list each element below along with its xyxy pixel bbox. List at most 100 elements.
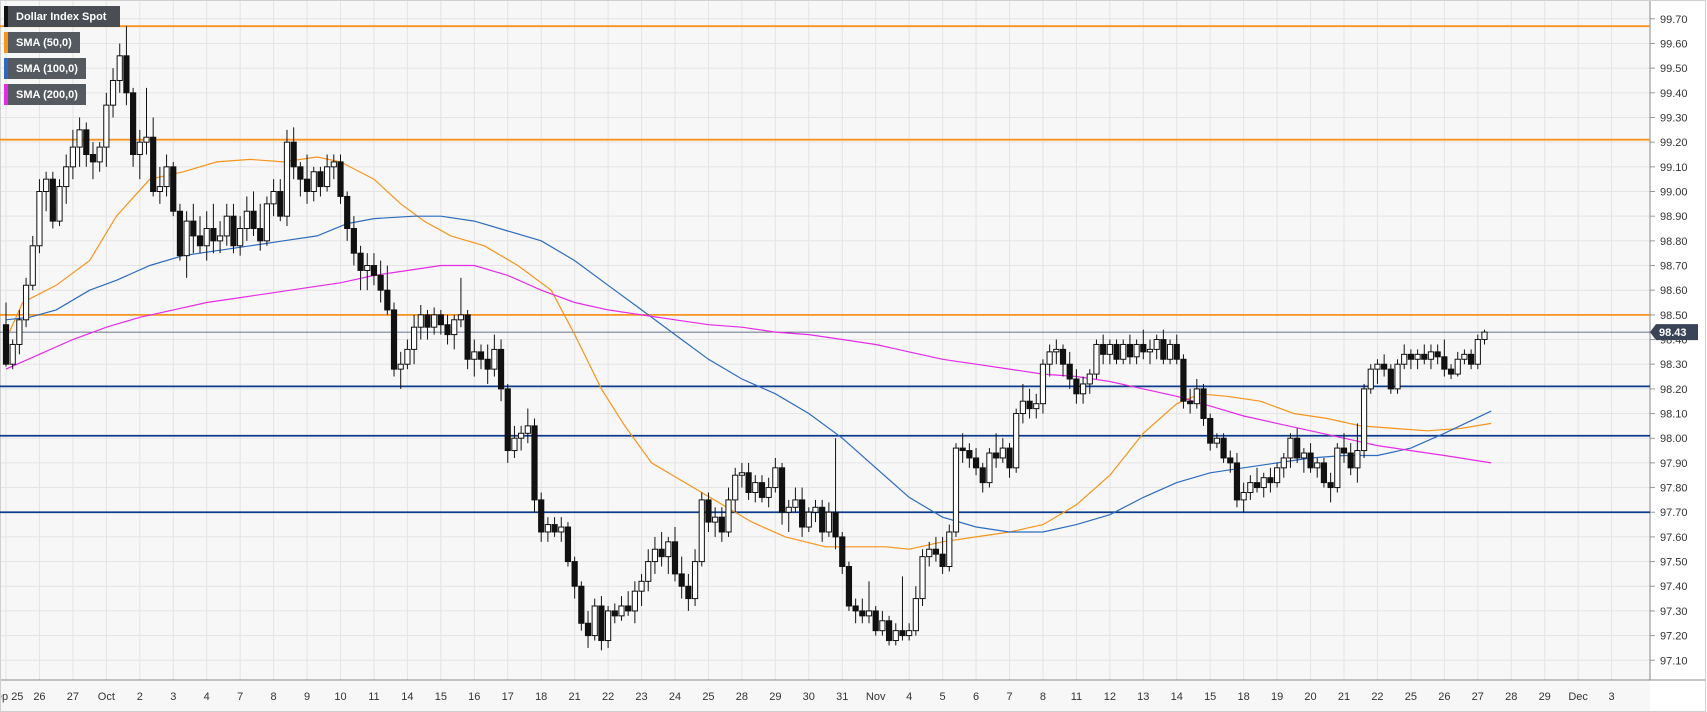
x-tick-label: 7 bbox=[237, 691, 243, 703]
candle-body-up bbox=[56, 186, 63, 222]
candle-body-down bbox=[390, 309, 398, 370]
candle bbox=[912, 586, 919, 636]
candle bbox=[1039, 359, 1047, 414]
candle-body-up bbox=[330, 161, 337, 168]
candle-body-down bbox=[477, 351, 485, 360]
candle bbox=[203, 211, 210, 261]
candle-body-down bbox=[571, 561, 578, 587]
candle bbox=[1434, 344, 1441, 365]
candle-body-up bbox=[76, 129, 83, 148]
candle-body-up bbox=[665, 541, 672, 558]
candle-body-down bbox=[384, 289, 391, 311]
x-tick-label: 2 bbox=[137, 691, 143, 703]
candle bbox=[1106, 339, 1113, 365]
candle bbox=[712, 507, 719, 537]
candle-body-up bbox=[1039, 363, 1047, 405]
candle bbox=[1120, 339, 1127, 365]
candle-body-up bbox=[1193, 388, 1200, 405]
candle bbox=[491, 334, 498, 377]
candle-body-up bbox=[1019, 400, 1026, 415]
candle bbox=[156, 166, 163, 204]
candle bbox=[123, 26, 130, 106]
candle-body-down bbox=[939, 553, 946, 568]
candle-body-up bbox=[29, 245, 36, 286]
candle-body-up bbox=[812, 506, 819, 513]
candle-body-up bbox=[912, 598, 919, 632]
current-price-tag: 98.43 bbox=[1650, 324, 1698, 341]
candle bbox=[939, 536, 946, 574]
candle-body-down bbox=[1173, 343, 1180, 360]
candle-body-up bbox=[1427, 351, 1435, 360]
candle bbox=[1093, 339, 1100, 380]
x-tick-label: Nov bbox=[866, 691, 886, 703]
candle-body-down bbox=[1207, 417, 1214, 444]
candle bbox=[49, 171, 56, 229]
x-tick-label: 14 bbox=[401, 691, 413, 703]
candle bbox=[892, 623, 899, 646]
legend-item-sma-50[interactable]: SMA (50,0) bbox=[4, 32, 80, 53]
candle-body-down bbox=[196, 235, 204, 247]
y-tick-label: 97.90 bbox=[1660, 458, 1688, 470]
candle-body-up bbox=[96, 146, 103, 163]
candle-body-up bbox=[1260, 477, 1267, 489]
candle bbox=[658, 531, 665, 567]
candle-body-up bbox=[1133, 343, 1140, 358]
candle bbox=[96, 142, 103, 172]
candle-body-up bbox=[825, 511, 832, 533]
candle-body-up bbox=[738, 472, 745, 476]
candle bbox=[477, 344, 485, 370]
candle-body-down bbox=[437, 314, 444, 326]
candle bbox=[752, 475, 759, 503]
candle-body-up bbox=[865, 610, 873, 617]
candle bbox=[384, 265, 391, 315]
candle-body-up bbox=[9, 343, 16, 365]
candle bbox=[651, 536, 659, 574]
candle-body-down bbox=[745, 472, 752, 493]
candle-body-up bbox=[524, 425, 531, 434]
candle-body-up bbox=[1153, 339, 1160, 350]
candle-body-up bbox=[1367, 368, 1374, 390]
candle bbox=[1441, 339, 1448, 377]
candle bbox=[618, 596, 625, 621]
candle-body-up bbox=[712, 516, 719, 523]
candle-body-down bbox=[277, 191, 284, 217]
candle-body-down bbox=[625, 605, 632, 612]
candle-body-up bbox=[103, 104, 110, 148]
candle-body-down bbox=[1059, 348, 1067, 365]
candle-body-down bbox=[210, 228, 217, 242]
candle bbox=[986, 448, 993, 488]
candle-body-up bbox=[1454, 358, 1461, 375]
legend-label-sma-50: SMA (50,0) bbox=[16, 36, 72, 49]
candle-body-down bbox=[83, 129, 90, 155]
candle-body-down bbox=[1026, 400, 1033, 410]
y-tick-label: 97.40 bbox=[1660, 581, 1688, 593]
candle-body-up bbox=[605, 610, 612, 642]
candle bbox=[29, 235, 36, 291]
candle-body-down bbox=[424, 314, 431, 328]
candle bbox=[230, 203, 237, 254]
y-tick-label: 98.30 bbox=[1660, 359, 1688, 371]
candle bbox=[377, 260, 384, 303]
candle-body-down bbox=[872, 610, 879, 632]
candle-body-up bbox=[631, 590, 638, 612]
y-tick-label: 98.10 bbox=[1660, 409, 1688, 421]
candle-body-down bbox=[444, 324, 451, 336]
y-tick-label: 98.00 bbox=[1660, 433, 1688, 445]
legend-item-sma-100[interactable]: SMA (100,0) bbox=[4, 58, 86, 79]
candle-body-down bbox=[176, 210, 184, 257]
candle bbox=[1193, 379, 1200, 409]
candle-body-up bbox=[645, 561, 652, 582]
y-tick-label: 97.70 bbox=[1660, 507, 1688, 519]
candle bbox=[1140, 329, 1147, 360]
candle bbox=[1334, 443, 1341, 493]
candle-body-down bbox=[464, 314, 471, 360]
candle bbox=[310, 166, 317, 202]
legend-swatch-sma-100 bbox=[4, 58, 8, 79]
candle bbox=[1421, 344, 1428, 365]
candle-body-down bbox=[1327, 482, 1334, 489]
candle bbox=[130, 87, 137, 167]
y-tick-label: 98.80 bbox=[1660, 236, 1688, 248]
legend-item-sma-200[interactable]: SMA (200,0) bbox=[4, 84, 86, 105]
candle-body-up bbox=[919, 556, 926, 600]
candle bbox=[845, 561, 853, 611]
